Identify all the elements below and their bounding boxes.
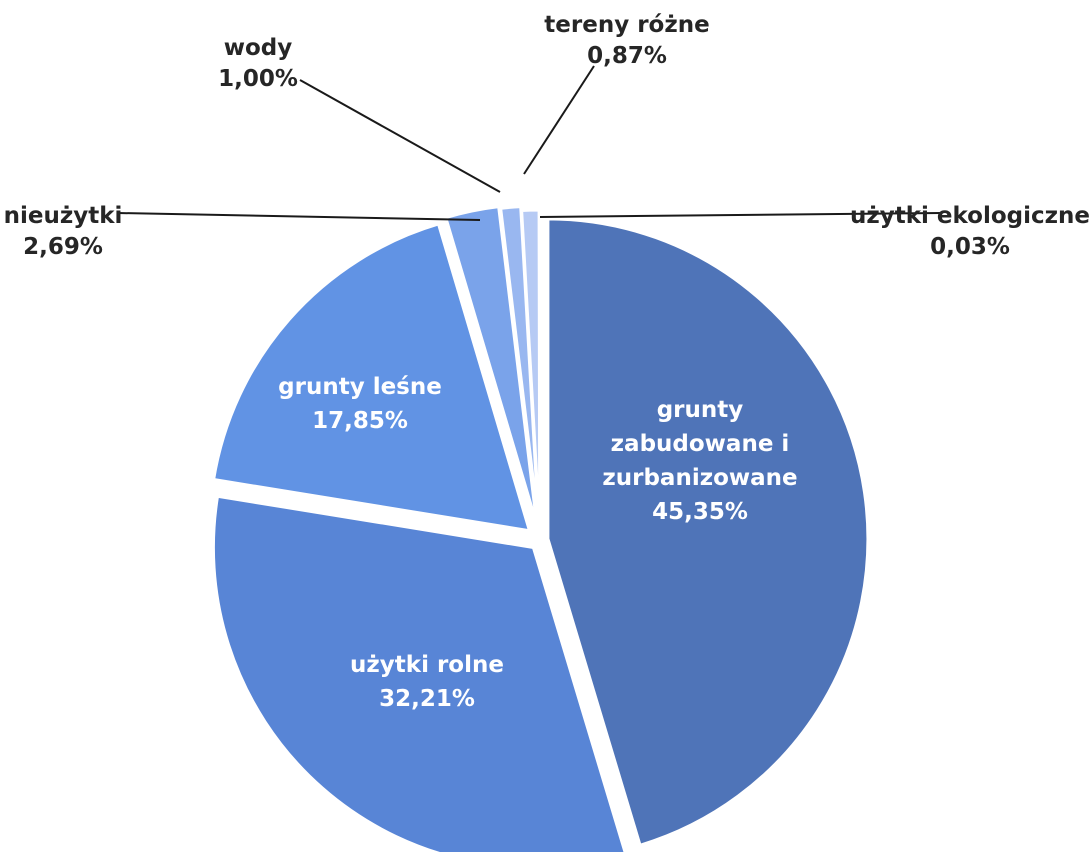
- leader-line-nieuzytki: [117, 212, 481, 221]
- value-label-grunty-zabudowane-i-zurbanizowane: 45,35%: [652, 499, 748, 525]
- slice-label-grunty-zabudowane-i-zurbanizowane: grunty: [657, 397, 744, 423]
- slice-label-grunty-zabudowane-i-zurbanizowane: zabudowane i: [611, 431, 790, 457]
- value-label-nieuzytki: 2,69%: [23, 234, 103, 260]
- value-label-tereny-rozne: 0,87%: [587, 43, 667, 69]
- value-label-uzytki-rolne: 32,21%: [379, 686, 475, 712]
- slice-label-uzytki-ekologiczne: użytki ekologiczne: [850, 203, 1090, 229]
- pie-slice-grunty-lesne: [211, 222, 532, 533]
- slice-labels: grunty zabudowane i zurbanizowane 45,35% uży…: [4, 12, 1090, 712]
- value-label-wody: 1,00%: [218, 66, 298, 92]
- leader-lines: [117, 65, 943, 221]
- pie-slice-nieuzytki: [443, 204, 539, 525]
- leader-line-wody: [299, 79, 501, 193]
- slice-label-tereny-rozne: tereny różne: [544, 12, 709, 38]
- leader-line-uzytki-ekologiczne: [539, 212, 943, 218]
- pie-slice-uzytki-ekologiczne: [537, 206, 542, 529]
- pie-slice-grunty-zabudowane-i-zurbanizowane: [546, 217, 870, 848]
- pie-slice-uzytki-rolne: [211, 494, 627, 852]
- slice-label-grunty-zabudowane-i-zurbanizowane: zurbanizowane: [602, 465, 797, 491]
- pie-slices: [211, 204, 870, 852]
- value-label-uzytki-ekologiczne: 0,03%: [930, 234, 1010, 260]
- slice-label-wody: wody: [224, 35, 293, 61]
- slice-label-uzytki-rolne: użytki rolne: [350, 652, 504, 678]
- slice-label-grunty-lesne: grunty leśne: [278, 374, 442, 400]
- value-label-grunty-lesne: 17,85%: [312, 408, 408, 434]
- slice-label-nieuzytki: nieużytki: [4, 203, 123, 229]
- pie-slice-wody: [498, 204, 541, 527]
- leader-line-tereny-rozne: [523, 65, 595, 175]
